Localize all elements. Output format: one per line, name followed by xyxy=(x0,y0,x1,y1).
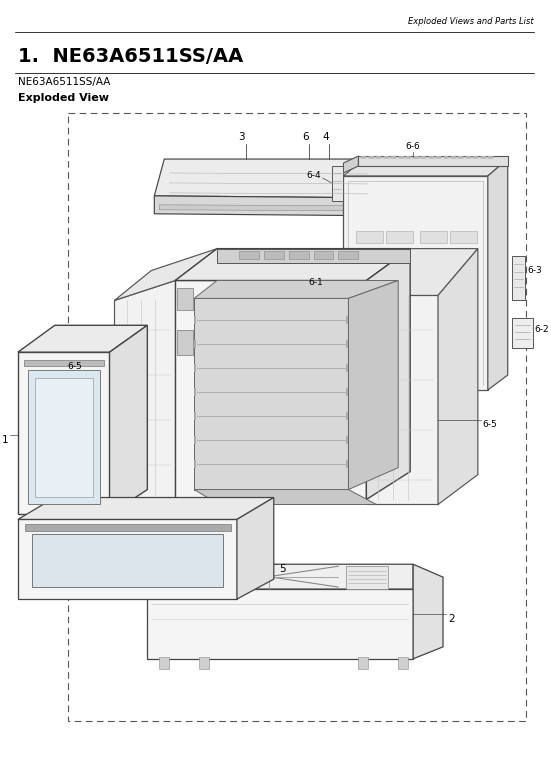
Polygon shape xyxy=(383,159,398,226)
Bar xyxy=(68,113,526,721)
Polygon shape xyxy=(199,657,209,668)
Polygon shape xyxy=(175,280,366,499)
Polygon shape xyxy=(264,251,284,259)
Polygon shape xyxy=(338,251,358,259)
Polygon shape xyxy=(358,156,507,166)
Polygon shape xyxy=(110,326,147,514)
Polygon shape xyxy=(347,566,388,589)
Polygon shape xyxy=(194,298,348,489)
Polygon shape xyxy=(28,370,100,505)
Polygon shape xyxy=(386,287,413,299)
Text: 2: 2 xyxy=(448,614,455,624)
Polygon shape xyxy=(332,166,343,201)
Polygon shape xyxy=(366,249,478,295)
Polygon shape xyxy=(289,251,309,259)
Polygon shape xyxy=(194,280,398,298)
Polygon shape xyxy=(450,287,477,299)
Text: 6-5: 6-5 xyxy=(67,362,82,371)
Text: 5: 5 xyxy=(279,564,285,574)
Polygon shape xyxy=(386,344,413,356)
Polygon shape xyxy=(358,657,368,668)
Polygon shape xyxy=(18,520,237,599)
Polygon shape xyxy=(175,249,410,280)
Polygon shape xyxy=(356,306,383,319)
Polygon shape xyxy=(239,251,259,259)
Text: Exploded View: Exploded View xyxy=(18,93,109,104)
Polygon shape xyxy=(386,326,413,337)
Polygon shape xyxy=(386,249,413,262)
Polygon shape xyxy=(343,159,507,176)
Polygon shape xyxy=(147,589,413,659)
Polygon shape xyxy=(25,524,231,531)
Text: 4: 4 xyxy=(322,132,329,142)
Polygon shape xyxy=(217,249,410,263)
Polygon shape xyxy=(420,249,447,262)
Text: 1.  NE63A6511SS/AA: 1. NE63A6511SS/AA xyxy=(18,47,243,65)
Polygon shape xyxy=(438,249,478,505)
Polygon shape xyxy=(353,355,406,380)
Polygon shape xyxy=(450,249,477,262)
Polygon shape xyxy=(35,378,93,496)
Polygon shape xyxy=(343,156,358,173)
Polygon shape xyxy=(356,249,383,262)
Polygon shape xyxy=(450,306,477,319)
Polygon shape xyxy=(159,657,169,668)
Text: 6-5: 6-5 xyxy=(483,420,498,429)
Text: Exploded Views and Parts List: Exploded Views and Parts List xyxy=(408,16,533,26)
Polygon shape xyxy=(488,159,507,390)
Text: NE63A6511SS/AA: NE63A6511SS/AA xyxy=(18,77,110,87)
Polygon shape xyxy=(356,231,383,243)
Polygon shape xyxy=(32,534,223,587)
Polygon shape xyxy=(420,326,447,337)
Polygon shape xyxy=(154,159,386,198)
Polygon shape xyxy=(147,564,413,589)
Text: 6-4: 6-4 xyxy=(306,171,321,180)
Polygon shape xyxy=(314,251,333,259)
Polygon shape xyxy=(343,176,488,390)
Polygon shape xyxy=(450,231,477,243)
Polygon shape xyxy=(18,352,110,514)
Polygon shape xyxy=(366,249,410,499)
Polygon shape xyxy=(177,330,193,355)
Polygon shape xyxy=(177,288,193,310)
Polygon shape xyxy=(450,326,477,337)
Polygon shape xyxy=(420,231,447,243)
Polygon shape xyxy=(398,657,408,668)
Text: 6-1: 6-1 xyxy=(309,279,323,287)
Polygon shape xyxy=(115,280,175,499)
Polygon shape xyxy=(356,287,383,299)
Polygon shape xyxy=(418,355,471,380)
Polygon shape xyxy=(512,256,525,301)
Polygon shape xyxy=(18,326,147,352)
Polygon shape xyxy=(450,344,477,356)
Polygon shape xyxy=(450,269,477,280)
Polygon shape xyxy=(420,269,447,280)
Polygon shape xyxy=(420,306,447,319)
Text: 3: 3 xyxy=(239,132,245,142)
Polygon shape xyxy=(366,295,438,505)
Polygon shape xyxy=(356,344,383,356)
Polygon shape xyxy=(348,280,398,489)
Polygon shape xyxy=(420,344,447,356)
Polygon shape xyxy=(115,249,217,301)
Polygon shape xyxy=(386,269,413,280)
Polygon shape xyxy=(413,564,443,659)
Text: 6: 6 xyxy=(302,132,309,142)
Polygon shape xyxy=(386,231,413,243)
Text: 6-6: 6-6 xyxy=(406,142,420,151)
Polygon shape xyxy=(512,319,533,348)
Text: 6-2: 6-2 xyxy=(534,326,549,334)
Polygon shape xyxy=(159,205,379,211)
Polygon shape xyxy=(356,269,383,280)
Polygon shape xyxy=(194,489,376,505)
Polygon shape xyxy=(420,287,447,299)
Polygon shape xyxy=(386,306,413,319)
Polygon shape xyxy=(18,498,274,520)
Text: 6-3: 6-3 xyxy=(528,266,542,274)
Text: 1: 1 xyxy=(1,435,8,445)
Polygon shape xyxy=(24,360,104,366)
Polygon shape xyxy=(237,498,274,599)
Polygon shape xyxy=(154,196,383,216)
Polygon shape xyxy=(356,326,383,337)
